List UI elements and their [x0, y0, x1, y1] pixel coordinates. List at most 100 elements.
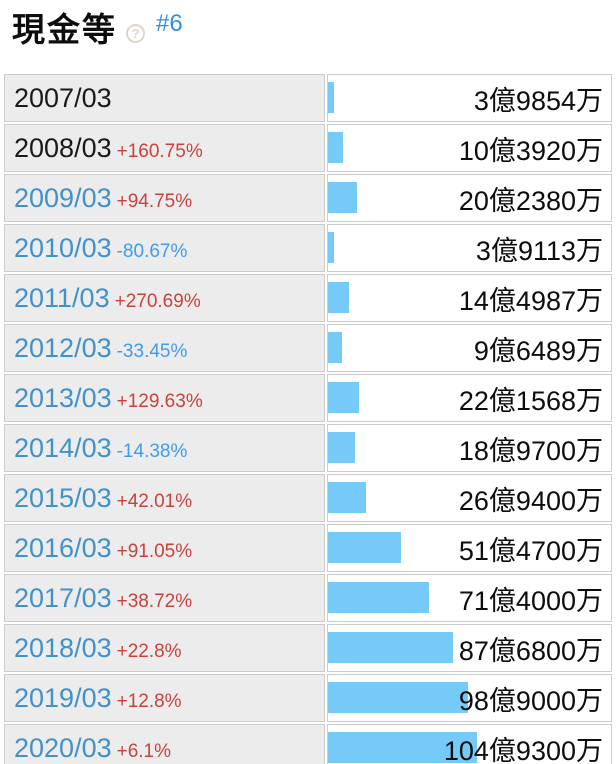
value-label: 22億1568万: [458, 385, 603, 416]
value-cell: 87億6800万: [327, 624, 612, 672]
pct-change-label: +129.63%: [116, 390, 203, 412]
value-cell: 9億6489万: [327, 324, 612, 372]
anchor-link[interactable]: #6: [156, 10, 183, 37]
table-row: 2007/03 3億9854万: [4, 74, 612, 122]
value-label: 9億6489万: [473, 335, 603, 366]
year-link[interactable]: 2012/03: [14, 332, 112, 363]
year-link: 2008/03: [14, 132, 112, 163]
pct-change-label: +12.8%: [116, 690, 182, 712]
year-link[interactable]: 2013/03: [14, 382, 112, 413]
pct-change-label: +270.69%: [114, 290, 201, 312]
table-row: 2020/03 +6.1% 104億9300万: [4, 724, 612, 764]
year-cell: 2019/03 +12.8%: [4, 674, 326, 722]
year-cell: 2018/03 +22.8%: [4, 624, 326, 672]
value-bar: [328, 132, 344, 163]
year-cell: 2017/03 +38.72%: [4, 574, 326, 622]
value-cell: 14億4987万: [327, 274, 612, 322]
value-bar: [328, 732, 478, 763]
pct-change-label: +91.05%: [116, 540, 193, 562]
pct-change-label: +22.8%: [116, 640, 182, 662]
year-cell: 2007/03: [4, 74, 326, 122]
table-row: 2010/03 -80.67% 3億9113万: [4, 224, 612, 272]
value-cell: 51億4700万: [327, 524, 612, 572]
cash-history-table: 2007/03 3億9854万 2008/03 +160.75% 10億3920万 200…: [2, 72, 614, 764]
page-title: 現金等: [12, 11, 117, 48]
value-bar: [328, 332, 343, 363]
value-bar: [328, 632, 454, 663]
value-cell: 104億9300万: [327, 724, 612, 764]
value-label: 20億2380万: [458, 185, 603, 216]
value-label: 51億4700万: [458, 535, 603, 566]
value-cell: 18億9700万: [327, 424, 612, 472]
value-bar: [328, 382, 360, 413]
pct-change-label: -33.45%: [116, 340, 188, 362]
year-link[interactable]: 2018/03: [14, 632, 112, 663]
value-label: 104億9300万: [443, 735, 603, 764]
year-link[interactable]: 2011/03: [14, 282, 110, 313]
year-cell: 2008/03 +160.75%: [4, 124, 326, 172]
year-link[interactable]: 2009/03: [14, 182, 112, 213]
year-link[interactable]: 2010/03: [14, 232, 112, 263]
value-bar: [328, 482, 367, 513]
value-bar: [328, 282, 350, 313]
table-row: 2012/03 -33.45% 9億6489万: [4, 324, 612, 372]
pct-change-label: -80.67%: [116, 240, 188, 262]
table-row: 2013/03 +129.63% 22億1568万: [4, 374, 612, 422]
help-question-icon[interactable]: ?: [126, 24, 145, 43]
pct-change-label: +160.75%: [116, 140, 203, 162]
value-label: 14億4987万: [458, 285, 603, 316]
table-row: 2018/03 +22.8% 87億6800万: [4, 624, 612, 672]
value-label: 10億3920万: [458, 135, 603, 166]
table-row: 2014/03 -14.38% 18億9700万: [4, 424, 612, 472]
table-row: 2016/03 +91.05% 51億4700万: [4, 524, 612, 572]
year-cell: 2013/03 +129.63%: [4, 374, 326, 422]
year-link: 2007/03: [14, 82, 112, 113]
panel-header: 現金等? #6: [0, 0, 616, 72]
year-cell: 2010/03 -80.67%: [4, 224, 326, 272]
value-bar: [328, 682, 469, 713]
value-cell: 71億4000万: [327, 574, 612, 622]
value-label: 3億9854万: [473, 85, 603, 116]
table-row: 2008/03 +160.75% 10億3920万: [4, 124, 612, 172]
year-link[interactable]: 2020/03: [14, 732, 112, 763]
year-cell: 2020/03 +6.1%: [4, 724, 326, 764]
year-cell: 2016/03 +91.05%: [4, 524, 326, 572]
year-cell: 2011/03 +270.69%: [4, 274, 326, 322]
year-cell: 2014/03 -14.38%: [4, 424, 326, 472]
value-label: 71億4000万: [458, 585, 603, 616]
table-row: 2017/03 +38.72% 71億4000万: [4, 574, 612, 622]
pct-change-label: -14.38%: [116, 440, 188, 462]
value-cell: 98億9000万: [327, 674, 612, 722]
pct-change-label: +42.01%: [116, 490, 193, 512]
table-row: 2019/03 +12.8% 98億9000万: [4, 674, 612, 722]
value-bar: [328, 432, 356, 463]
value-cell: 22億1568万: [327, 374, 612, 422]
pct-change-label: +94.75%: [116, 190, 193, 212]
value-label: 3億9113万: [475, 235, 603, 266]
year-link[interactable]: 2016/03: [14, 532, 112, 563]
value-label: 26億9400万: [458, 485, 603, 516]
table-row: 2009/03 +94.75% 20億2380万: [4, 174, 612, 222]
value-cell: 3億9113万: [327, 224, 612, 272]
pct-change-label: +38.72%: [116, 590, 193, 612]
year-link[interactable]: 2017/03: [14, 582, 112, 613]
year-cell: 2015/03 +42.01%: [4, 474, 326, 522]
table-row: 2011/03 +270.69% 14億4987万: [4, 274, 612, 322]
value-bar: [328, 582, 430, 613]
value-bar: [328, 232, 335, 263]
pct-change-label: +6.1%: [116, 740, 172, 762]
year-link[interactable]: 2015/03: [14, 482, 112, 513]
value-label: 18億9700万: [458, 435, 603, 466]
value-cell: 3億9854万: [327, 74, 612, 122]
year-link[interactable]: 2019/03: [14, 682, 112, 713]
table-row: 2015/03 +42.01% 26億9400万: [4, 474, 612, 522]
value-bar: [328, 182, 358, 213]
value-label: 98億9000万: [458, 685, 603, 716]
value-bar: [328, 82, 335, 113]
year-cell: 2009/03 +94.75%: [4, 174, 326, 222]
value-bar: [328, 532, 402, 563]
year-cell: 2012/03 -33.45%: [4, 324, 326, 372]
year-link[interactable]: 2014/03: [14, 432, 112, 463]
value-cell: 20億2380万: [327, 174, 612, 222]
